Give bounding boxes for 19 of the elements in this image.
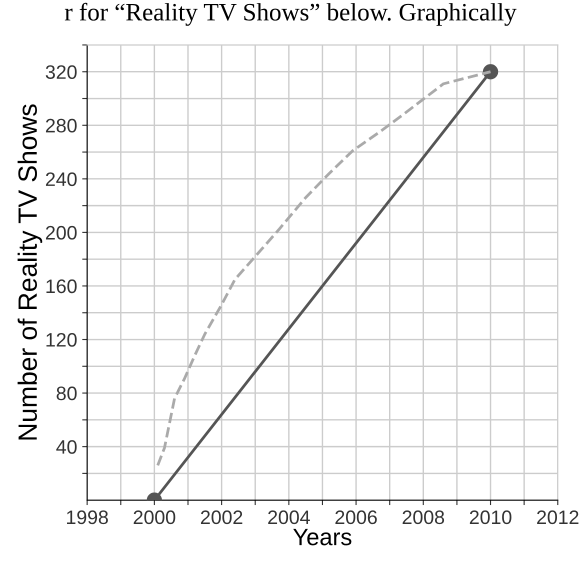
x-tick-label: 2012 — [537, 510, 578, 524]
x-axis-title: Years — [293, 528, 352, 546]
y-tick-label: 80 — [56, 386, 77, 400]
text: r for “Reality TV Shows” below. Graphically — [64, 2, 517, 26]
x-tick-label: 1998 — [67, 510, 108, 524]
y-tick-label: 160 — [46, 279, 77, 294]
y-tick-label: 40 — [56, 440, 77, 454]
y-tick-label: 120 — [46, 332, 77, 347]
x-tick-label: 2006 — [335, 510, 377, 524]
x-tick-label: 2010 — [470, 510, 512, 524]
y-tick-label: 280 — [46, 118, 77, 133]
x-tick-label: 2004 — [268, 510, 310, 524]
y-tick-label: 320 — [46, 65, 77, 79]
y-tick-label: 240 — [46, 172, 77, 186]
y-axis-title: Number of Reality TV Shows — [18, 104, 42, 440]
x-tick-label: 2002 — [200, 510, 242, 524]
x-tick-label: 2000 — [134, 510, 176, 524]
x-tick-label: 2008 — [402, 510, 444, 524]
y-tick-label: 200 — [46, 226, 77, 240]
